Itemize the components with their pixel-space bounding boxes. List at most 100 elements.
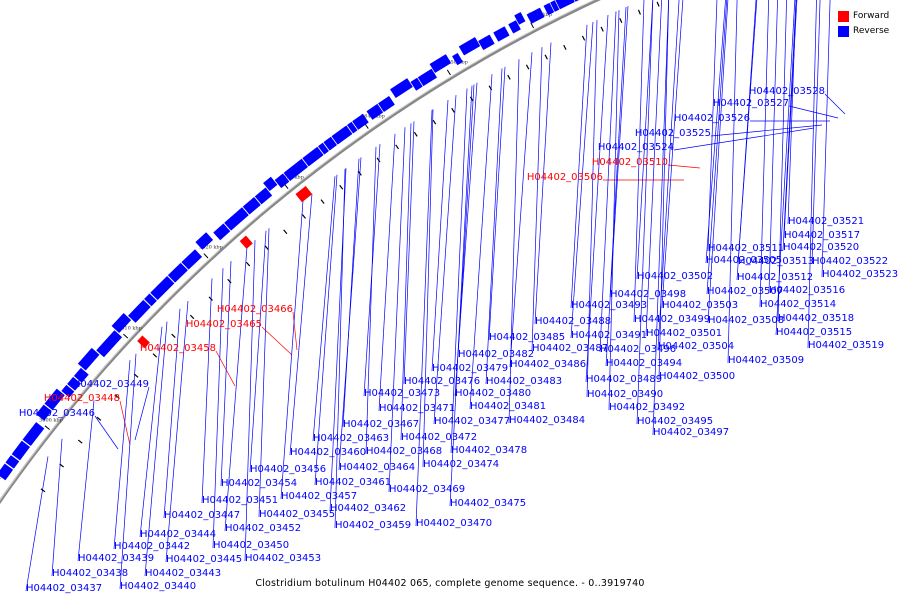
gene-label: H04402_03510: [592, 157, 668, 168]
gene-label: H04402_03494: [606, 358, 682, 369]
leader-line: [212, 268, 224, 549]
reverse-gene: [377, 95, 395, 113]
reverse-gene: [458, 37, 481, 56]
gene-label: H04402_03468: [366, 446, 442, 457]
leader-line: [807, 0, 817, 349]
gene-label: H04402_03458: [140, 343, 216, 354]
gene-label: H04402_03522: [812, 256, 888, 267]
leader-line: [334, 168, 346, 529]
reverse-gene: [195, 232, 214, 250]
leader-line: [113, 360, 131, 550]
leader-line: [570, 21, 594, 339]
gene-label: H04402_03459: [335, 520, 411, 531]
feature-mark: [77, 439, 83, 444]
feature-mark: [264, 245, 269, 250]
leader-line: [201, 278, 213, 504]
gene-label: H04402_03449: [73, 379, 149, 390]
feature-mark: [357, 170, 362, 176]
reverse-gene: [389, 78, 413, 99]
leader-line: [388, 127, 406, 493]
reverse-gene: [493, 26, 510, 42]
gene-label: H04402_03483: [486, 376, 562, 387]
reverse-gene: [22, 422, 45, 447]
feature-mark: [469, 96, 474, 102]
leader-line: [673, 127, 815, 151]
leader-line: [636, 0, 654, 425]
leader-line: [224, 246, 248, 532]
gene-label: H04402_03465: [186, 319, 262, 330]
leader-line: [636, 0, 654, 280]
leader-line: [244, 240, 256, 562]
reverse-gene: [331, 125, 353, 145]
gene-label: H04402_03487: [532, 343, 608, 354]
gene-label: H04402_03442: [114, 541, 190, 552]
gene-label: H04402_03437: [26, 583, 102, 594]
feature-mark: [59, 463, 64, 468]
leader-line: [220, 261, 232, 487]
feature-mark: [525, 64, 530, 70]
feature-mark: [600, 26, 604, 32]
reverse-gene: [254, 187, 273, 205]
reverse-gene: [302, 146, 324, 167]
gene-label: H04402_03509: [728, 355, 804, 366]
leader-line: [652, 0, 669, 436]
leader-line: [342, 158, 360, 428]
leader-line: [759, 0, 770, 308]
backbone-line: [0, 0, 601, 505]
feature-mark: [227, 278, 232, 284]
leader-line: [783, 0, 798, 239]
reverse-gene: [574, 0, 580, 2]
leader-line: [775, 0, 796, 336]
gene-label: H04402_03439: [78, 553, 154, 564]
reverse-swatch: [838, 26, 849, 37]
leader-line: [422, 109, 434, 468]
leader-line: [509, 52, 533, 368]
gene-label: H04402_03479: [432, 363, 508, 374]
reverse-gene: [150, 275, 175, 301]
gene-label: H04402_03490: [587, 389, 663, 400]
gene-label: H04402_03443: [145, 568, 221, 579]
legend-item-reverse: Reverse: [838, 24, 889, 39]
reverse-gene: [555, 0, 575, 10]
feature-mark: [208, 296, 213, 301]
leader-line: [782, 0, 797, 251]
feature-mark: [189, 314, 195, 320]
gene-label: H04402_03507: [707, 286, 783, 297]
legend: Forward Reverse: [838, 9, 889, 39]
reverse-gene: [44, 388, 65, 411]
leader-line: [403, 121, 415, 385]
forward-swatch: [838, 11, 849, 22]
feature-mark: [115, 394, 120, 399]
leader-line: [585, 15, 609, 383]
reverse-gene: [0, 463, 14, 481]
tick-mark: [203, 253, 209, 259]
tick-label: 3600 kbp: [39, 418, 63, 424]
feature-mark: [96, 416, 102, 421]
gene-label: H04402_03450: [213, 540, 289, 551]
legend-label-forward: Forward: [853, 11, 890, 21]
gene-label: H04402_03512: [737, 272, 813, 283]
reverse-gene: [478, 34, 495, 51]
feature-mark: [133, 373, 139, 378]
gene-label: H04402_03485: [489, 332, 565, 343]
leader-line: [488, 66, 506, 341]
gene-label: H04402_03514: [760, 299, 836, 310]
leader-line: [667, 164, 701, 169]
gene-label: H04402_03452: [225, 523, 301, 534]
gene-label: H04402_03498: [610, 289, 686, 300]
feature-mark: [283, 229, 288, 235]
leader-line: [249, 230, 267, 473]
gene-label: H04402_03503: [662, 300, 738, 311]
reverse-gene: [111, 312, 132, 334]
backbone-highlight: [0, 0, 596, 501]
gene-label: H04402_03467: [343, 419, 419, 430]
gene-label: H04402_03528: [749, 86, 825, 97]
feature-mark: [544, 54, 548, 60]
gene-label: H04402_03505: [706, 255, 782, 266]
reverse-gene: [143, 293, 157, 307]
gene-features: [0, 0, 580, 481]
gene-label: H04402_03486: [510, 359, 586, 370]
gene-label: H04402_03474: [423, 459, 499, 470]
gene-label: H04402_03491: [571, 330, 647, 341]
